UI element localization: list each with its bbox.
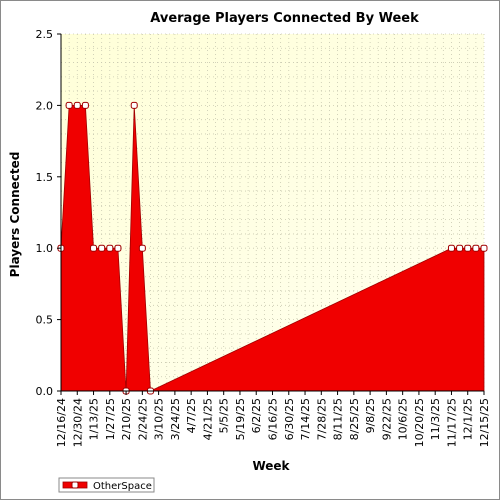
y-tick-label: 0.0 bbox=[36, 385, 54, 398]
x-tick-label: 7/28/25 bbox=[315, 398, 328, 440]
x-tick-label: 6/30/25 bbox=[283, 398, 296, 440]
x-tick-label: 10/20/25 bbox=[413, 398, 426, 447]
x-tick-label: 9/22/25 bbox=[380, 398, 393, 440]
x-tick-label: 7/14/25 bbox=[299, 398, 312, 440]
x-tick-label: 11/3/25 bbox=[429, 398, 442, 440]
x-tick-label: 3/10/25 bbox=[153, 398, 166, 440]
x-tick-label: 1/13/25 bbox=[88, 398, 101, 440]
data-point bbox=[130, 101, 138, 109]
x-tick-label: 2/10/25 bbox=[120, 398, 133, 440]
y-tick-label: 2.5 bbox=[36, 28, 54, 41]
data-point bbox=[447, 244, 455, 252]
x-tick-label: 6/16/25 bbox=[267, 398, 280, 440]
data-point bbox=[90, 244, 98, 252]
x-tick-label: 8/25/25 bbox=[348, 398, 361, 440]
data-point bbox=[98, 244, 106, 252]
x-tick-label: 12/1/25 bbox=[462, 398, 475, 440]
data-point bbox=[65, 101, 73, 109]
x-tick-label: 4/21/25 bbox=[201, 398, 214, 440]
x-axis-label: Week bbox=[252, 459, 290, 473]
y-tick-label: 1.5 bbox=[36, 171, 54, 184]
data-point bbox=[81, 101, 89, 109]
x-tick-label: 2/24/25 bbox=[136, 398, 149, 440]
y-axis-label: Players Connected bbox=[8, 152, 22, 278]
y-tick-label: 1.0 bbox=[36, 242, 54, 255]
y-tick-label: 2.0 bbox=[36, 99, 54, 112]
x-tick-label: 12/30/24 bbox=[71, 398, 84, 447]
x-tick-label: 3/24/25 bbox=[169, 398, 182, 440]
x-tick-label: 1/27/25 bbox=[104, 398, 117, 440]
data-point bbox=[106, 244, 114, 252]
x-tick-label: 8/11/25 bbox=[332, 398, 345, 440]
x-tick-label: 6/2/25 bbox=[250, 398, 263, 433]
y-tick-label: 0.5 bbox=[36, 314, 54, 327]
data-point bbox=[464, 244, 472, 252]
data-point bbox=[114, 244, 122, 252]
x-tick-label: 12/16/24 bbox=[55, 398, 68, 447]
legend-box bbox=[58, 477, 155, 493]
x-tick-label: 11/17/25 bbox=[445, 398, 458, 447]
data-point bbox=[456, 244, 464, 252]
data-point bbox=[472, 244, 480, 252]
x-tick-label: 12/15/25 bbox=[478, 398, 491, 447]
legend-marker bbox=[71, 481, 79, 489]
data-point bbox=[480, 244, 488, 252]
x-tick-label: 5/19/25 bbox=[234, 398, 247, 440]
x-tick-label: 9/8/25 bbox=[364, 398, 377, 433]
x-tick-label: 5/5/25 bbox=[218, 398, 231, 433]
data-point bbox=[138, 244, 146, 252]
legend-label: OtherSpace bbox=[93, 481, 152, 492]
data-point bbox=[73, 101, 81, 109]
x-tick-label: 4/7/25 bbox=[185, 398, 198, 433]
chart-title: Average Players Connected By Week bbox=[150, 11, 419, 26]
x-tick-label: 10/6/25 bbox=[397, 398, 410, 440]
